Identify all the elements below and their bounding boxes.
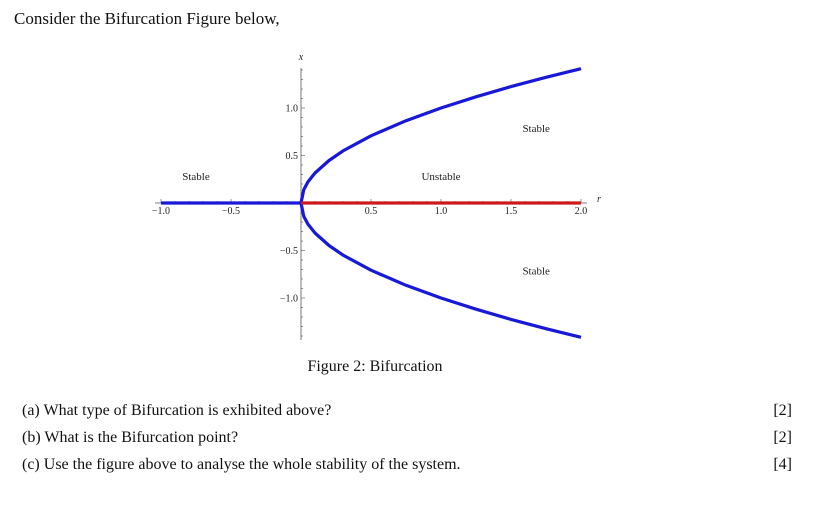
annotation-label: Stable: [182, 171, 210, 183]
question-c: (c) Use the figure above to analyse the …: [22, 456, 792, 474]
x-tick-label: 1.5: [505, 206, 518, 217]
x-axis-label: r: [597, 194, 601, 205]
x-tick-label: 1.0: [435, 206, 448, 217]
y-tick-label: −0.5: [280, 246, 298, 257]
y-tick-label: 0.5: [286, 151, 299, 162]
annotation-label: Unstable: [421, 171, 460, 183]
bifurcation-chart: −1.0 −0.5 0.5 1.0 1.5 2.0 1.0 0.5 −0.5 −1.0 x r Stab…: [152, 52, 601, 340]
y-tick-label: 1.0: [286, 104, 299, 115]
series-line-2: [299, 202, 582, 339]
annotation-label: Stable: [522, 123, 550, 135]
question-c-text: (c) Use the figure above to analyse the …: [22, 456, 461, 473]
question-a: (a) What type of Bifurcation is exhibite…: [22, 402, 792, 420]
question-b-marks: [2]: [773, 429, 792, 446]
series-line-1: [299, 67, 582, 204]
question-a-marks: [2]: [773, 402, 792, 419]
y-tick-label: −1.0: [280, 294, 298, 305]
question-b: (b) What is the Bifurcation point? [2]: [22, 429, 792, 447]
x-tick-label: 0.5: [365, 206, 378, 217]
question-b-text: (b) What is the Bifurcation point?: [22, 429, 239, 446]
question-a-text: (a) What type of Bifurcation is exhibite…: [22, 402, 332, 419]
y-axis-label: x: [298, 52, 304, 63]
intro-text: Consider the Bifurcation Figure below,: [14, 9, 280, 28]
x-tick-label: −0.5: [222, 206, 240, 217]
x-tick-label: −1.0: [152, 206, 170, 217]
annotation-label: Stable: [522, 265, 550, 277]
question-c-marks: [4]: [773, 456, 792, 473]
figure-caption: Figure 2: Bifurcation: [307, 358, 443, 375]
x-tick-label: 2.0: [575, 206, 588, 217]
